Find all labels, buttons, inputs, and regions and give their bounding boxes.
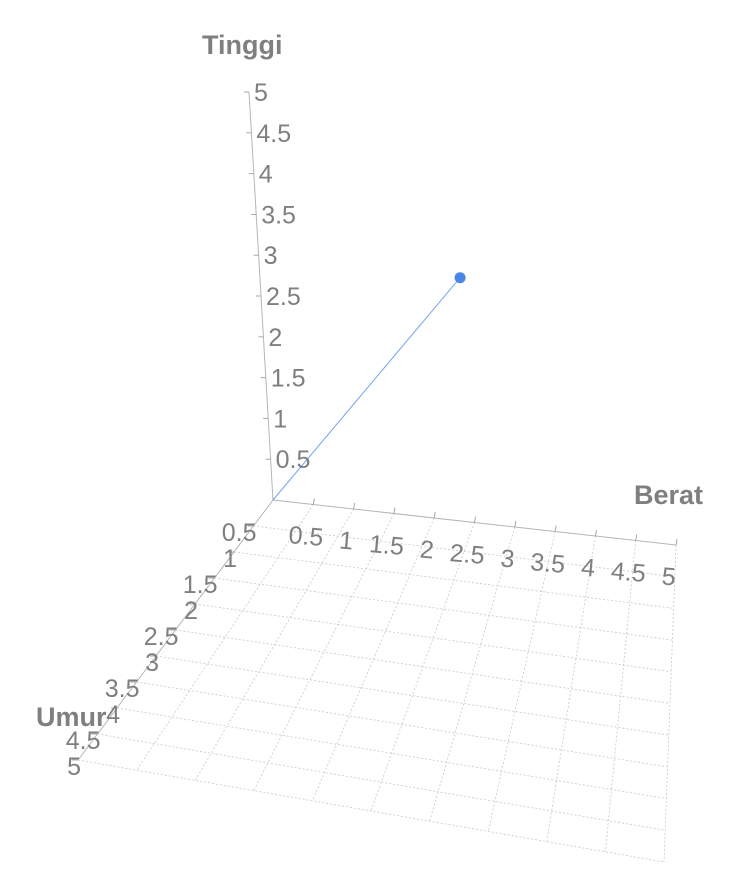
y-axis-ticks: 0.511.522.533.544.55 (66, 519, 257, 781)
x-tick-mark (474, 516, 476, 523)
z-tick-label: 3.5 (261, 201, 296, 229)
y-tick-label: 1 (223, 545, 237, 573)
x-tick-label: 4.5 (610, 557, 647, 588)
grid-line-y (194, 603, 672, 673)
z-tick-label: 5 (254, 79, 268, 107)
x-tick-mark (594, 529, 597, 537)
z-tick-label: 1 (273, 405, 287, 433)
z-tick-label: 2 (268, 324, 282, 352)
grid-line-x (194, 508, 354, 781)
x-tick-mark (635, 534, 638, 541)
z-axis-title: Tinggi (202, 30, 283, 60)
x-tick-mark (675, 538, 678, 546)
grid-line-y (175, 629, 671, 704)
x-tick-label: 1.5 (368, 530, 405, 561)
y-tick-label: 3.5 (105, 675, 140, 703)
grid-line-y (214, 577, 673, 641)
data-points (272, 272, 466, 501)
data-point[interactable] (454, 272, 466, 284)
x-tick-label: 3 (499, 544, 515, 573)
z-axis-ticks: 0.5 1 1.5 2 2.5 3 3.5 4 4.5 5 (244, 79, 310, 474)
y-axis-title: Umur (36, 702, 107, 732)
x-tick-label: 5 (661, 562, 677, 591)
z-tick-label: 4.5 (256, 120, 291, 148)
x-tick-label: 0.5 (287, 521, 324, 552)
axes (77, 91, 677, 761)
y-tick-label: 1.5 (183, 571, 218, 599)
x-axis-ticks: 0.5 1 1.5 2 2.5 3 3.5 4 4.5 5 (287, 498, 678, 592)
y-tick-label: 4 (106, 701, 120, 729)
z-tick-label: 3 (264, 242, 278, 270)
grid-line-y (253, 525, 675, 578)
grid-line-y (77, 759, 665, 863)
y-tick-label: 2.5 (144, 623, 179, 651)
y-tick-label: 3 (145, 649, 159, 677)
grid-line-y (155, 655, 669, 736)
z-tick-label: 4 (259, 161, 273, 189)
grid-line-x (663, 544, 677, 863)
x-tick-label: 1 (338, 526, 354, 555)
grid-line-x (429, 526, 516, 822)
grid-line-y (97, 733, 666, 831)
x-tick-label: 4 (580, 553, 596, 582)
z-tick-label: 0.5 (276, 446, 311, 474)
grid-line-x (312, 517, 435, 801)
grid-line-y (136, 681, 668, 768)
grid-line-y (116, 707, 667, 799)
x-tick-mark (433, 511, 436, 519)
grid-line-y (233, 551, 674, 609)
point-stem (272, 277, 461, 501)
x-tick-mark (312, 498, 315, 505)
x-tick-mark (393, 507, 396, 514)
x-tick-label: 2.5 (449, 539, 486, 570)
floor-grid (77, 504, 677, 863)
z-tick-label: 2.5 (266, 283, 301, 311)
grid-line-x (136, 504, 314, 771)
x-tick-mark (554, 525, 557, 532)
y-tick-label: 0.5 (222, 519, 257, 547)
y-tick-label: 2 (184, 597, 198, 625)
x-tick-label: 2 (419, 535, 435, 564)
y-tick-label: 5 (67, 753, 81, 781)
x-axis-title: Berat (634, 480, 703, 510)
x-tick-mark (353, 502, 356, 510)
y-tick-label: 4.5 (66, 727, 101, 755)
x-tick-mark (514, 520, 517, 528)
grid-line-x (546, 535, 596, 842)
x-tick-label: 3.5 (529, 548, 566, 579)
z-tick-label: 1.5 (271, 365, 306, 393)
